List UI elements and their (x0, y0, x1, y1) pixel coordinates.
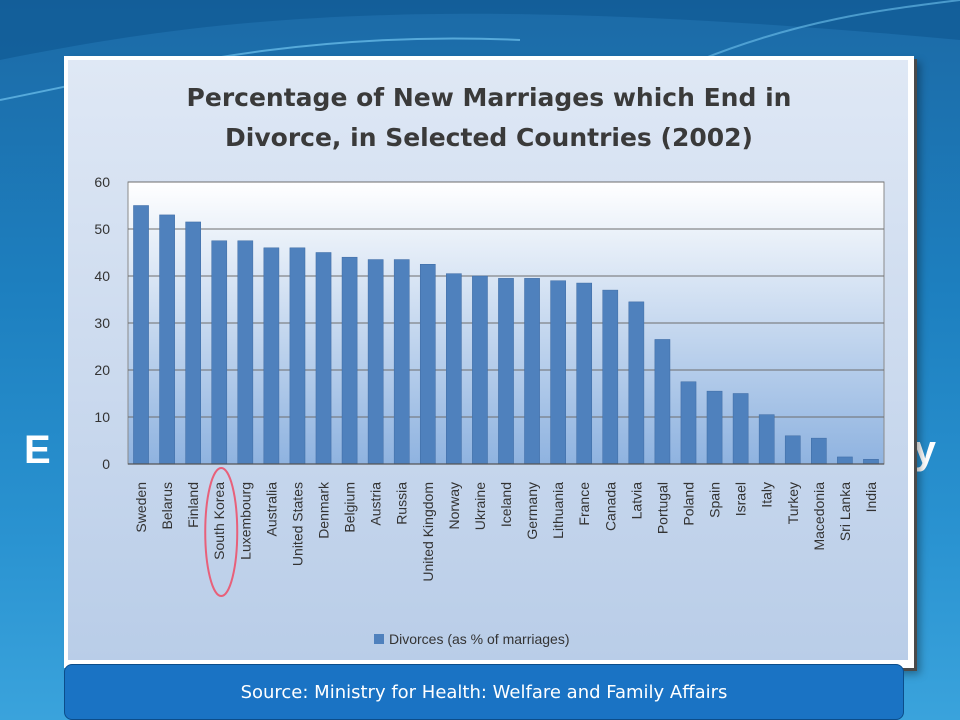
bar (602, 289, 619, 465)
bar (367, 259, 384, 465)
bar (159, 214, 175, 465)
bar (863, 459, 879, 465)
legend: Divorces (as % of marriages) (374, 631, 570, 647)
x-tick-label: Sweden (133, 482, 149, 533)
x-tick-label: Turkey (785, 482, 801, 524)
x-tick-label: Canada (602, 482, 618, 531)
x-tick-label: United States (289, 482, 305, 566)
bar (811, 437, 827, 465)
x-tick-label: Belarus (159, 482, 175, 529)
chart-frame: Percentage of New Marriages which End in… (64, 56, 914, 668)
divorce-bar-chart: Percentage of New Marriages which End in… (68, 60, 908, 660)
bar (341, 256, 358, 465)
x-tick-label: South Korea (211, 482, 227, 560)
bar (524, 278, 540, 465)
bar (315, 252, 332, 465)
bar (576, 282, 593, 465)
x-tick-label: Belgium (342, 482, 358, 533)
bar (185, 221, 201, 465)
slide-title-fragment: E (24, 428, 52, 472)
bar (680, 381, 697, 465)
bar (628, 301, 645, 465)
bar (837, 456, 853, 465)
bar (654, 339, 671, 465)
bar (419, 264, 436, 465)
x-tick-label: Spain (707, 482, 723, 518)
x-tick-label: France (576, 482, 592, 526)
x-tick-label: Lithuania (550, 482, 566, 539)
legend-label: Divorces (as % of marriages) (389, 631, 570, 647)
y-tick-label: 60 (94, 174, 110, 190)
x-tick-label: India (863, 482, 879, 513)
bar (289, 247, 306, 465)
highlight-ellipse (204, 467, 239, 597)
bar (550, 280, 566, 465)
x-tick-label: Portugal (654, 482, 670, 534)
bar (706, 390, 723, 465)
bar (211, 240, 228, 465)
x-tick-label: Poland (680, 482, 696, 526)
x-tick-label: Australia (263, 482, 279, 537)
y-tick-label: 20 (94, 362, 110, 378)
x-tick-label: Latvia (628, 482, 644, 520)
x-tick-label: Russia (394, 482, 410, 525)
y-tick-label: 50 (94, 221, 110, 237)
bar (393, 259, 410, 465)
bar (758, 414, 775, 465)
x-tick-label: Ukraine (472, 482, 488, 530)
x-tick-label: Luxembourg (237, 482, 253, 560)
source-text: Source: Ministry for Health: Welfare and… (240, 681, 728, 703)
y-tick-label: 0 (102, 456, 110, 472)
x-tick-label: Israel (733, 482, 749, 516)
x-tick-label: Iceland (498, 482, 514, 527)
bar (732, 393, 749, 465)
y-tick-label: 10 (94, 409, 110, 425)
bar (498, 278, 514, 465)
bar (784, 435, 801, 465)
bar (133, 205, 149, 465)
x-tick-label: United Kingdom (420, 482, 436, 582)
chart-title-line-2: Divorce, in Selected Countries (2002) (225, 123, 753, 152)
source-banner: Source: Ministry for Health: Welfare and… (64, 664, 904, 720)
bar (237, 240, 254, 465)
x-tick-label: Sri Lanka (837, 482, 853, 541)
plot-area: 0 10 20 30 40 50 60 Sweden Belarus Finland South K… (94, 174, 885, 597)
y-tick-label: 30 (94, 315, 110, 331)
slide-title-fragment-end: y (913, 428, 936, 472)
x-tick-label: Denmark (316, 481, 332, 539)
x-tick-label: Austria (368, 482, 384, 526)
bar (472, 275, 488, 465)
x-tick-label: Italy (759, 482, 775, 508)
x-tick-label: Norway (446, 482, 462, 529)
x-tick-label: Macedonia (811, 482, 827, 551)
chart-title-line-1: Percentage of New Marriages which End in (187, 83, 792, 112)
bar (446, 273, 462, 465)
bar (263, 247, 280, 465)
legend-swatch (374, 634, 384, 644)
x-tick-label: Germany (524, 482, 540, 540)
x-tick-label: Finland (185, 482, 201, 528)
y-tick-label: 40 (94, 268, 110, 284)
